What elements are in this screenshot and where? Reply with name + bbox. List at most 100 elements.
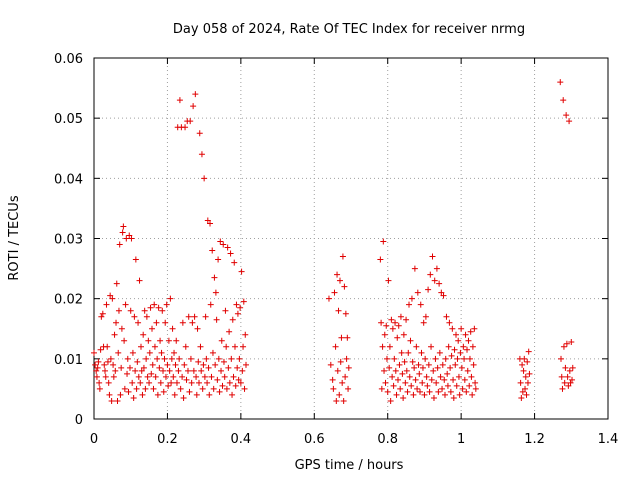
data-point — [389, 325, 396, 332]
data-point — [175, 367, 182, 374]
data-point — [342, 310, 349, 317]
data-point — [144, 373, 151, 380]
data-point — [173, 379, 180, 386]
data-point — [444, 382, 451, 389]
data-point — [203, 355, 210, 362]
data-point — [419, 364, 426, 371]
x-axis-label: GPS time / hours — [295, 458, 404, 473]
data-point — [204, 217, 211, 224]
data-point — [453, 331, 460, 338]
data-point — [431, 277, 438, 284]
data-point — [196, 130, 203, 137]
data-point — [161, 355, 168, 362]
data-point — [378, 385, 385, 392]
data-point — [407, 337, 414, 344]
data-point — [129, 349, 136, 356]
data-point — [222, 307, 229, 314]
data-point — [432, 355, 439, 362]
data-point — [414, 289, 421, 296]
data-point — [105, 379, 112, 386]
chart-title: Day 058 of 2024, Rate Of TEC Index for r… — [173, 22, 525, 37]
data-point — [237, 379, 244, 386]
data-point — [209, 247, 216, 254]
data-point — [206, 391, 213, 398]
data-point — [194, 325, 201, 332]
data-point — [468, 373, 475, 380]
data-point — [379, 343, 386, 350]
data-point — [191, 313, 198, 320]
data-point — [207, 220, 214, 227]
data-point — [411, 265, 418, 272]
data-point — [176, 355, 183, 362]
data-point — [214, 376, 221, 383]
data-point — [227, 250, 234, 257]
data-point — [115, 307, 122, 314]
data-point — [519, 361, 526, 368]
data-point — [439, 361, 446, 368]
data-point — [197, 343, 204, 350]
data-point — [425, 286, 432, 293]
data-point — [171, 391, 178, 398]
data-point — [156, 364, 163, 371]
data-point — [392, 367, 399, 374]
data-point — [519, 388, 526, 395]
data-point — [377, 256, 384, 263]
data-point — [455, 337, 462, 344]
data-point — [345, 385, 352, 392]
data-point — [435, 388, 442, 395]
data-point — [160, 388, 167, 395]
data-point — [118, 325, 125, 332]
data-point — [133, 385, 140, 392]
data-point — [427, 271, 434, 278]
data-point — [518, 394, 525, 401]
data-point — [382, 379, 389, 386]
data-point — [339, 253, 346, 260]
data-point — [124, 355, 131, 362]
data-point — [117, 391, 124, 398]
data-point — [215, 355, 222, 362]
data-point — [229, 316, 236, 323]
data-point — [91, 349, 97, 356]
data-point — [524, 358, 531, 365]
data-point — [344, 334, 351, 341]
data-point — [93, 373, 100, 380]
data-point — [115, 349, 122, 356]
y-tick-label: 0.04 — [54, 172, 83, 187]
data-point — [405, 349, 412, 356]
data-point — [242, 361, 249, 368]
data-point — [137, 343, 144, 350]
data-point — [334, 367, 341, 374]
data-point — [383, 355, 390, 362]
data-point — [146, 379, 153, 386]
data-point — [393, 391, 400, 398]
data-point — [467, 328, 474, 335]
data-point — [406, 373, 413, 380]
data-point — [114, 397, 121, 404]
data-point — [391, 355, 398, 362]
data-point — [517, 379, 524, 386]
data-point — [399, 370, 406, 377]
data-point — [403, 367, 410, 374]
data-point — [566, 367, 573, 374]
data-point — [104, 358, 111, 365]
data-point — [95, 358, 102, 365]
data-point — [401, 358, 408, 365]
data-point — [237, 304, 244, 311]
data-point — [458, 325, 465, 332]
data-point — [345, 364, 352, 371]
data-point — [93, 367, 100, 374]
y-tick-label: 0.02 — [54, 293, 83, 308]
data-point — [330, 385, 337, 392]
data-point — [422, 313, 429, 320]
data-point — [457, 349, 464, 356]
data-point — [209, 349, 216, 356]
data-point — [162, 319, 169, 326]
data-point — [338, 334, 345, 341]
data-point — [186, 388, 193, 395]
data-point — [466, 355, 473, 362]
grid-lines — [94, 58, 608, 419]
data-point — [520, 367, 527, 374]
data-point — [132, 367, 139, 374]
data-point — [419, 379, 426, 386]
